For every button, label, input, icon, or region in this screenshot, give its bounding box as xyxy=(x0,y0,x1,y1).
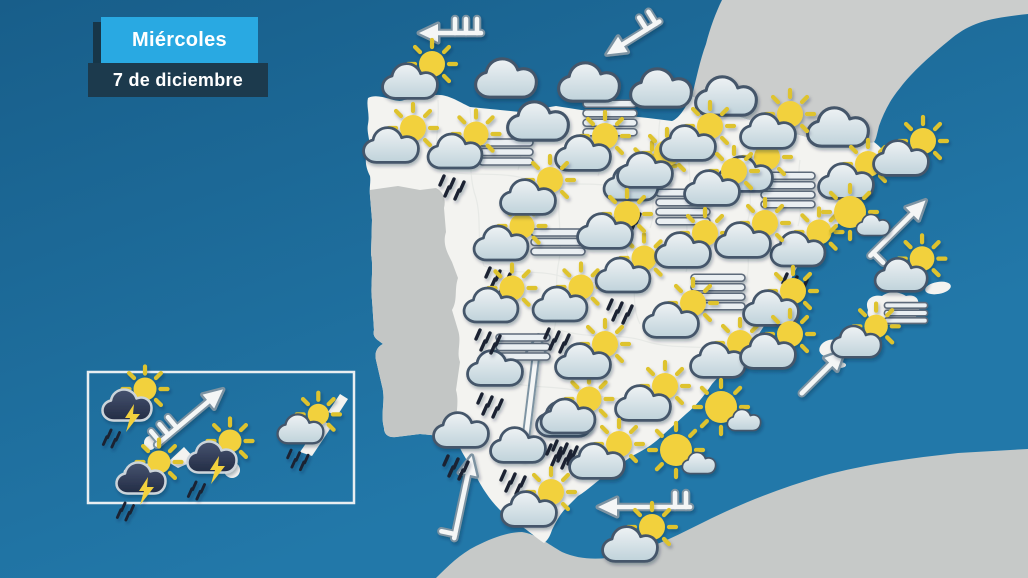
icon-sun-cloud-37 xyxy=(554,109,632,172)
icon-mostly-sunny-62 xyxy=(646,420,717,480)
icon-mostly-sunny-61 xyxy=(691,377,762,437)
icon-fog-10 xyxy=(760,171,816,209)
icon-sun-cloud-54 xyxy=(500,465,578,528)
icon-cloud-rain-23 xyxy=(432,411,490,481)
france-landmass xyxy=(692,0,1028,147)
icon-sun-cloud-46 xyxy=(576,187,654,250)
icon-sun-cloud-36 xyxy=(362,101,440,164)
icon-wind-2 xyxy=(866,197,929,267)
icon-sun-cloud-rain-30 xyxy=(531,261,607,354)
icon-storm-65 xyxy=(186,416,255,501)
icon-wind-6 xyxy=(595,488,695,519)
icon-sun-cloud-57 xyxy=(739,307,817,370)
icon-wind-5 xyxy=(437,453,480,543)
icon-sun-cloud-55 xyxy=(601,500,679,563)
icon-sun-cloud-45 xyxy=(683,144,761,207)
icon-cloud-16 xyxy=(474,57,538,99)
icon-sun-cloud-47 xyxy=(654,206,732,269)
icon-sun-cloud-49 xyxy=(642,276,720,339)
icon-sun-cloud-51 xyxy=(554,317,632,380)
icon-fog-15 xyxy=(883,301,929,325)
day-label: Miércoles xyxy=(101,17,258,63)
icon-wind-7 xyxy=(146,386,226,449)
icon-sun-cloud-53 xyxy=(568,417,646,480)
icon-sun-cloud-41 xyxy=(739,87,817,150)
icon-sun-cloud-52 xyxy=(614,359,692,422)
icon-sun-cloud-58 xyxy=(830,301,901,359)
icon-wind-1 xyxy=(604,7,664,57)
icon-sun-cloud-39 xyxy=(659,99,737,162)
portugal-landmass xyxy=(370,186,460,438)
icon-sun-cloud-43 xyxy=(872,114,950,177)
icon-fog-9 xyxy=(478,138,534,166)
icon-sun-cloud-rain-32 xyxy=(539,373,615,466)
icon-cloud-21 xyxy=(506,100,570,142)
icon-sun-cloud-56 xyxy=(742,264,820,327)
weather-icons-layer xyxy=(101,7,950,563)
icon-storm-63 xyxy=(101,364,170,449)
icon-storm-64 xyxy=(115,437,184,522)
date-label: 7 de diciembre xyxy=(88,63,268,97)
icon-sun-cloud-48 xyxy=(714,196,792,259)
icon-sun-cloud-35 xyxy=(381,37,459,100)
icon-cloud-rain-24 xyxy=(489,426,547,496)
icon-sun-cloud-44 xyxy=(499,153,577,216)
icon-cloud-18 xyxy=(629,67,693,109)
canary-inset-box xyxy=(86,370,356,505)
icon-wind-0 xyxy=(416,14,486,45)
icon-mostly-sunny-60 xyxy=(820,182,891,242)
icon-sun-cloud-rain-34 xyxy=(276,390,343,472)
icon-sun-cloud-59 xyxy=(873,233,948,293)
icon-cloud-17 xyxy=(557,61,621,103)
icon-sun-cloud-rain-26 xyxy=(426,108,502,201)
icon-sun-cloud-rain-29 xyxy=(462,262,538,355)
icon-cloud-rain-22 xyxy=(466,349,524,419)
africa-landmass xyxy=(436,449,1028,578)
